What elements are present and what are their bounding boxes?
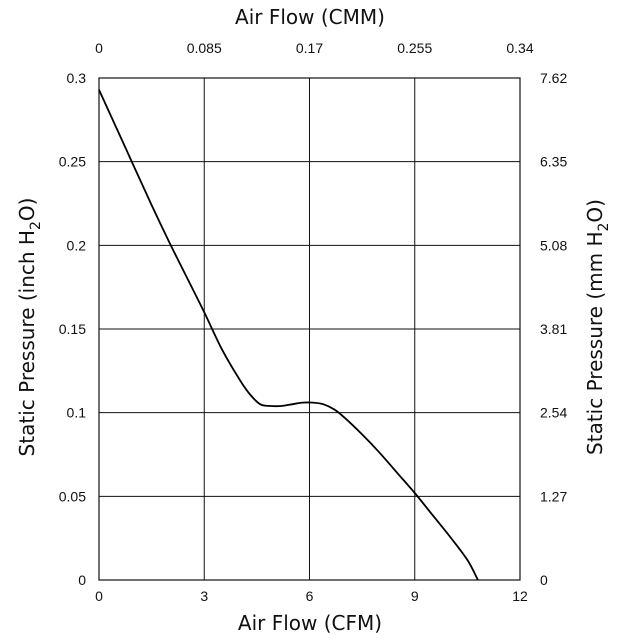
x-tick-label: 12 [512,588,528,604]
x-tick-label: 9 [411,588,419,604]
y-tick-label: 0.3 [67,70,87,86]
y-tick-label: 0.1 [67,405,87,421]
bottom-axis-title: Air Flow (CFM) [238,611,382,635]
right-tick-label: 7.62 [540,70,567,86]
y-tick-label: 0.25 [59,154,86,170]
top-tick-label: 0.085 [187,40,222,56]
right-tick-label: 0 [540,572,548,588]
y-tick-label: 0 [78,572,86,588]
y-tick-label: 0.15 [59,321,86,337]
top-tick-label: 0.34 [506,40,533,56]
plot-frame [98,77,521,581]
y-tick-label: 0.2 [67,237,87,253]
left-axis-title: Static Pressure (inch H2O) [15,198,44,457]
top-tick-label: 0.17 [296,40,323,56]
tick-labels: 0 3 6 9 12 0 0.085 0.17 0.255 0.34 0 0.05 0.1 0.15 0.2… [59,40,568,604]
right-axis-title: Static Pressure (mm H2O) [583,199,612,455]
right-tick-label: 6.35 [540,154,567,170]
right-tick-label: 2.54 [540,405,567,421]
y-tick-label: 0.05 [59,488,86,504]
grid-lines [99,78,520,580]
x-tick-label: 6 [306,588,314,604]
top-tick-label: 0 [95,40,103,56]
right-tick-label: 5.08 [540,237,567,253]
right-tick-label: 3.81 [540,321,567,337]
x-tick-label: 3 [200,588,208,604]
pressure-curve [98,89,479,581]
right-tick-label: 1.27 [540,488,567,504]
top-tick-label: 0.255 [397,40,432,56]
x-tick-label: 0 [95,588,103,604]
top-axis-title: Air Flow (CMM) [235,5,385,29]
